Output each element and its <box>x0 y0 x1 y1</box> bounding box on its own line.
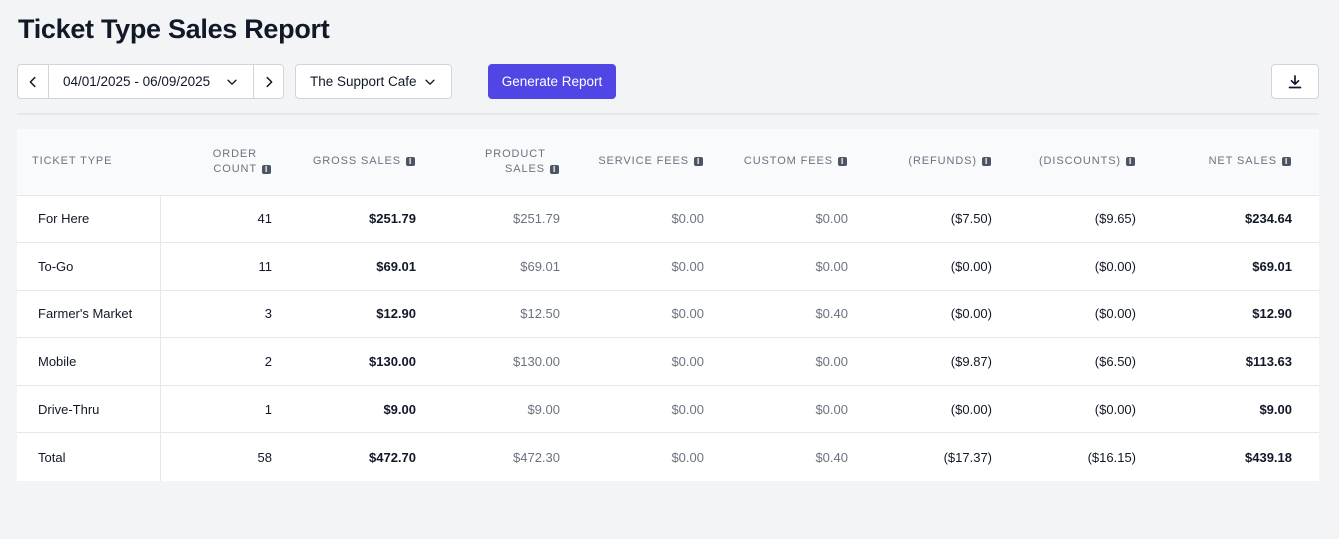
cell-net-sales: $9.00 <box>1163 384 1319 433</box>
page-title: Ticket Type Sales Report <box>18 14 330 44</box>
chevron-left-icon <box>29 76 36 87</box>
table-row: Mobile 2 $130.00 $130.00 $0.00 $0.00 ($9… <box>17 337 1319 386</box>
cell-ticket-type: Farmer's Market <box>17 289 161 338</box>
date-range-dropdown[interactable]: 04/01/2025 - 06/09/2025 <box>49 65 254 98</box>
cell-product-sales: $69.01 <box>443 242 587 291</box>
cell-ticket-type: Total <box>17 432 161 481</box>
cell-custom-fees: $0.40 <box>731 432 875 481</box>
header-net-sales[interactable]: Net Sales i <box>1163 129 1319 196</box>
info-icon[interactable]: i <box>262 164 271 174</box>
cell-discounts: ($0.00) <box>1019 289 1163 338</box>
cell-ticket-type: To-Go <box>17 242 161 291</box>
info-icon[interactable]: i <box>550 164 559 174</box>
cell-refunds: ($0.00) <box>875 242 1019 291</box>
table-row: Farmer's Market 3 $12.90 $12.50 $0.00 $0… <box>17 289 1319 338</box>
table-total-row: Total 58 $472.70 $472.30 $0.00 $0.40 ($1… <box>17 432 1319 481</box>
info-icon[interactable]: i <box>1126 157 1135 167</box>
table-row: For Here 41 $251.79 $251.79 $0.00 $0.00 … <box>17 195 1319 243</box>
info-icon[interactable]: i <box>694 157 703 167</box>
cell-net-sales: $234.64 <box>1245 211 1292 227</box>
cell-order-count: 41 <box>257 211 272 227</box>
cell-product-sales: $12.50 <box>443 289 587 338</box>
cell-discounts: ($0.00) <box>1019 384 1163 433</box>
cell-refunds: ($0.00) <box>875 384 1019 433</box>
chevron-down-icon <box>425 79 435 85</box>
header-service-fees[interactable]: Service Fees i <box>587 129 731 196</box>
cell-net-sales: $12.90 <box>1163 289 1319 338</box>
sales-table-container: Ticket Type Order Count i Gross Sales i Pr… <box>17 129 1319 481</box>
date-range-value: 04/01/2025 - 06/09/2025 <box>63 74 211 89</box>
location-value: The Support Cafe <box>310 74 417 89</box>
download-icon <box>1288 74 1302 88</box>
info-icon[interactable]: i <box>838 157 847 167</box>
cell-net-sales: $113.63 <box>1163 337 1319 386</box>
cell-custom-fees: $0.00 <box>731 337 875 386</box>
toolbar-divider <box>17 113 1319 115</box>
cell-ticket-type: Drive-Thru <box>17 384 161 433</box>
cell-ticket-type: Mobile <box>17 337 161 386</box>
cell-gross-sales: $130.00 <box>299 337 443 386</box>
cell-service-fees: $0.00 <box>587 337 731 386</box>
chevron-down-icon <box>227 79 237 85</box>
cell-order-count: 1 <box>160 384 299 433</box>
cell-service-fees: $0.00 <box>587 432 731 481</box>
cell-custom-fees: $0.00 <box>731 242 875 291</box>
cell-service-fees: $0.00 <box>587 384 731 433</box>
header-product-sales[interactable]: Product Sales i <box>443 129 587 196</box>
cell-discounts: ($16.15) <box>1019 432 1163 481</box>
header-discounts[interactable]: (Discounts) i <box>1019 129 1163 196</box>
cell-service-fees: $0.00 <box>587 242 731 291</box>
cell-gross-sales: $12.90 <box>299 289 443 338</box>
cell-service-fees: $0.00 <box>587 289 731 338</box>
cell-refunds: ($0.00) <box>875 289 1019 338</box>
header-custom-fees[interactable]: Custom Fees i <box>731 129 875 196</box>
cell-gross-sales: $69.01 <box>299 242 443 291</box>
header-refunds[interactable]: (Refunds) i <box>875 129 1019 196</box>
cell-product-sales: $251.79 <box>513 211 560 227</box>
generate-report-button[interactable]: Generate Report <box>488 64 616 99</box>
cell-ticket-type: For Here <box>17 195 161 243</box>
cell-refunds: ($17.37) <box>875 432 1019 481</box>
chevron-right-icon <box>265 76 272 87</box>
report-toolbar: 04/01/2025 - 06/09/2025 The Support Cafe… <box>17 64 1319 99</box>
cell-discounts: ($9.65) <box>1094 211 1136 227</box>
cell-custom-fees: $0.00 <box>731 384 875 433</box>
cell-refunds: ($7.50) <box>950 211 992 227</box>
cell-gross-sales: $251.79 <box>369 211 416 227</box>
cell-order-count: 58 <box>160 432 299 481</box>
cell-order-count: 3 <box>160 289 299 338</box>
cell-product-sales: $9.00 <box>443 384 587 433</box>
previous-period-button[interactable] <box>18 65 49 98</box>
ticket-type-sales-table: Ticket Type Order Count i Gross Sales i Pr… <box>17 129 1319 481</box>
header-ticket-type[interactable]: Ticket Type <box>17 129 160 196</box>
cell-gross-sales: $472.70 <box>299 432 443 481</box>
header-order-count[interactable]: Order Count i <box>160 129 299 196</box>
info-icon[interactable]: i <box>982 157 991 167</box>
date-range-picker: 04/01/2025 - 06/09/2025 <box>17 64 284 99</box>
next-period-button[interactable] <box>254 65 283 98</box>
cell-service-fees: $0.00 <box>671 211 704 227</box>
cell-net-sales: $69.01 <box>1163 242 1319 291</box>
cell-discounts: ($0.00) <box>1019 242 1163 291</box>
cell-custom-fees: $0.00 <box>815 211 848 227</box>
cell-product-sales: $130.00 <box>443 337 587 386</box>
cell-order-count: 2 <box>160 337 299 386</box>
info-icon[interactable]: i <box>406 157 415 167</box>
cell-discounts: ($6.50) <box>1019 337 1163 386</box>
cell-net-sales: $439.18 <box>1163 432 1319 481</box>
cell-refunds: ($9.87) <box>875 337 1019 386</box>
download-button[interactable] <box>1271 64 1319 99</box>
cell-order-count: 11 <box>160 242 299 291</box>
cell-product-sales: $472.30 <box>443 432 587 481</box>
table-row: To-Go 11 $69.01 $69.01 $0.00 $0.00 ($0.0… <box>17 242 1319 291</box>
table-row: Drive-Thru 1 $9.00 $9.00 $0.00 $0.00 ($0… <box>17 384 1319 433</box>
info-icon[interactable]: i <box>1282 157 1291 167</box>
header-gross-sales[interactable]: Gross Sales i <box>299 129 443 196</box>
cell-custom-fees: $0.40 <box>731 289 875 338</box>
table-header-row: Ticket Type Order Count i Gross Sales i Pr… <box>17 129 1319 196</box>
location-dropdown[interactable]: The Support Cafe <box>295 64 452 99</box>
cell-gross-sales: $9.00 <box>299 384 443 433</box>
